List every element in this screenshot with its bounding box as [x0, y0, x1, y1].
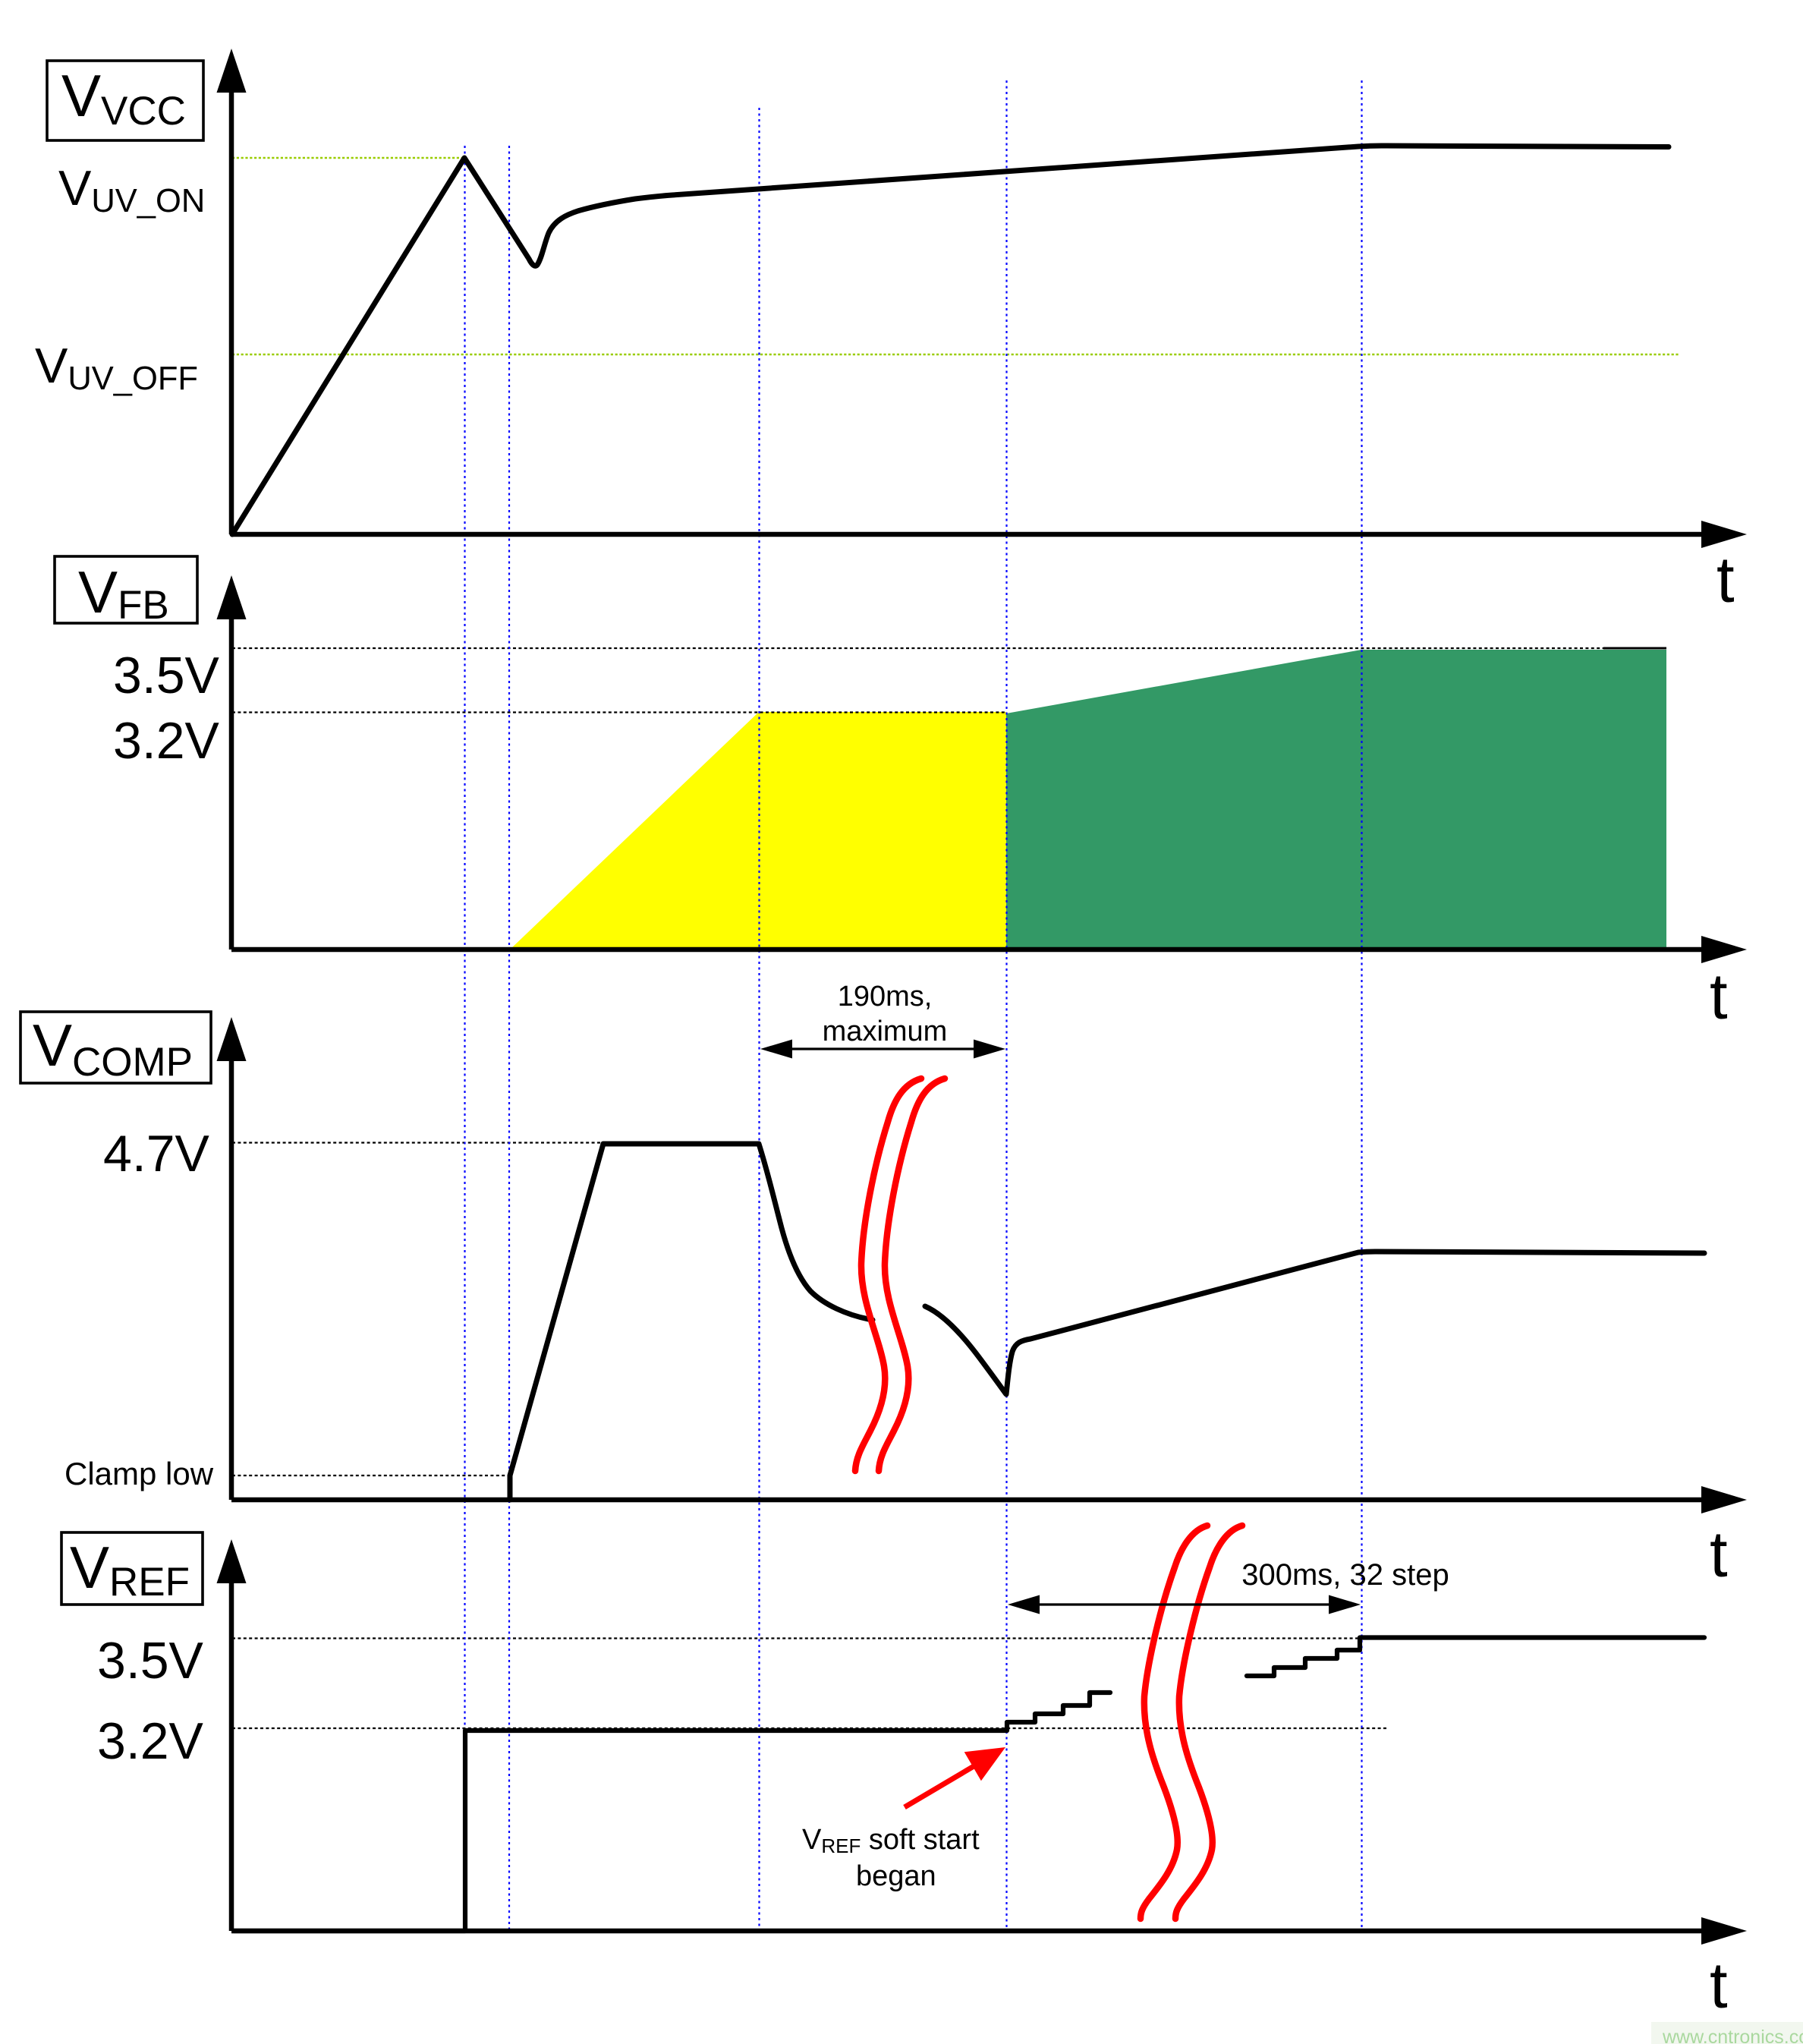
svg-text:maximum: maximum — [823, 1016, 948, 1047]
svg-text:3.5V: 3.5V — [97, 1632, 204, 1690]
svg-text:4.7V: 4.7V — [103, 1125, 210, 1183]
svg-text:www.cntronics.com: www.cntronics.com — [1662, 2027, 1803, 2044]
svg-text:Clamp low: Clamp low — [65, 1456, 214, 1491]
svg-text:t: t — [1716, 544, 1735, 616]
svg-text:VREF soft start: VREF soft start — [802, 1824, 980, 1857]
svg-text:VVCC: VVCC — [61, 62, 186, 134]
svg-text:3.5V: 3.5V — [113, 647, 220, 704]
svg-text:3.2V: 3.2V — [97, 1712, 204, 1770]
svg-text:300ms, 32 step: 300ms, 32 step — [1241, 1558, 1449, 1592]
svg-text:VREF: VREF — [70, 1534, 190, 1605]
svg-text:VUV_ON: VUV_ON — [58, 160, 205, 219]
svg-text:t: t — [1710, 961, 1728, 1033]
svg-text:190ms,: 190ms, — [838, 981, 933, 1013]
svg-text:VFB: VFB — [78, 559, 169, 628]
svg-text:began: began — [856, 1860, 936, 1892]
svg-text:t: t — [1710, 1519, 1728, 1591]
svg-text:VCOMP: VCOMP — [33, 1012, 193, 1085]
svg-text:3.2V: 3.2V — [113, 712, 220, 770]
svg-text:VUV_OFF: VUV_OFF — [35, 338, 198, 397]
svg-text:t: t — [1710, 1950, 1728, 2022]
